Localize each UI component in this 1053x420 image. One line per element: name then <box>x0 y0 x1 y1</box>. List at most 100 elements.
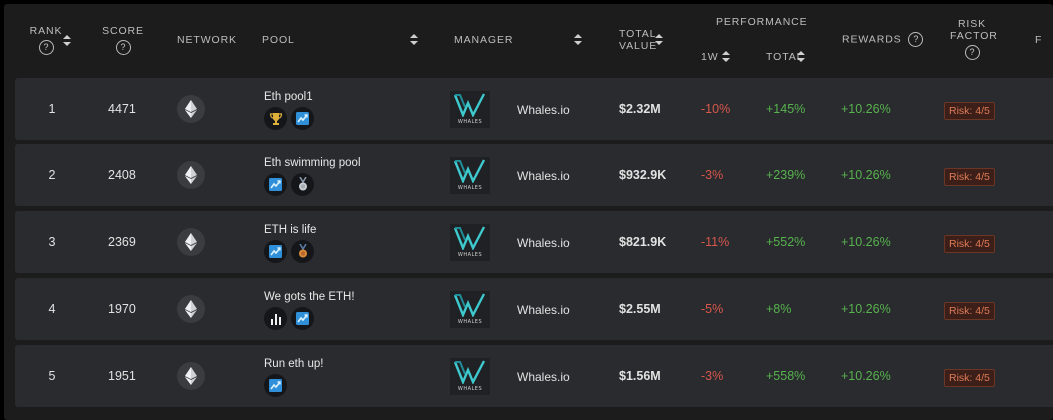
score-value: 4471 <box>108 102 136 116</box>
table-row[interactable]: 3 2369 ETH is life WHALES Whales.io $821… <box>15 211 1053 273</box>
pool-badges <box>264 374 287 397</box>
rank-value: 1 <box>48 102 56 116</box>
bronze-medal-icon <box>291 240 314 263</box>
pool-name[interactable]: Run eth up! <box>264 358 324 370</box>
performance-total: +558% <box>766 369 806 383</box>
pool-name[interactable]: We gots the ETH! <box>264 291 355 303</box>
header-rank-label: RANK <box>29 25 63 37</box>
chart-up-icon <box>264 173 287 196</box>
header-performance: PERFORMANCE <box>716 16 808 28</box>
manager-name[interactable]: Whales.io <box>517 236 570 250</box>
total-value: $821.9K <box>619 235 667 249</box>
score-help-icon[interactable]: ? <box>115 40 131 55</box>
table-row[interactable]: 1 4471 Eth pool1 WHALES Whales.io $2.32M… <box>15 78 1053 140</box>
rank-help-icon[interactable]: ? <box>38 40 54 55</box>
total-value: $932.9K <box>619 168 667 182</box>
manager-logo-text: WHALES <box>457 119 483 125</box>
pools-table: RANK ? SCORE ? NETWORK POOL MANAGER TOTA… <box>4 4 1053 420</box>
rank-value: 4 <box>48 302 56 316</box>
score-value: 1951 <box>108 369 136 383</box>
rewards-value: +10.26% <box>841 302 891 316</box>
header-total[interactable]: TOTAL <box>766 51 804 63</box>
risk-badge: Risk: 4/5 <box>944 168 995 186</box>
manager-name[interactable]: Whales.io <box>517 103 570 117</box>
ethereum-icon <box>177 161 205 189</box>
rewards-help-icon[interactable]: ? <box>908 32 924 47</box>
performance-1w: -3% <box>701 168 724 182</box>
manager-name[interactable]: Whales.io <box>517 370 570 384</box>
pool-name[interactable]: Eth swimming pool <box>264 157 361 169</box>
manager-name[interactable]: Whales.io <box>517 303 570 317</box>
total-value: $2.32M <box>619 102 661 116</box>
manager-logo: WHALES <box>450 358 490 395</box>
pool-badges <box>264 107 314 130</box>
risk-badge: Risk: 4/5 <box>944 235 995 253</box>
header-total-value-line2: VALUE <box>619 40 658 52</box>
manager-sort-icon[interactable] <box>574 34 582 45</box>
header-rank[interactable]: RANK ? <box>28 25 64 55</box>
rewards-value: +10.26% <box>841 102 891 116</box>
manager-logo-text: WHALES <box>457 319 483 325</box>
chart-up-icon <box>291 307 314 330</box>
header-score[interactable]: SCORE ? <box>101 25 145 55</box>
header-total-value-line1: TOTAL <box>619 28 657 40</box>
chart-up-icon <box>264 240 287 263</box>
trophy-icon <box>264 107 287 130</box>
total-value-sort-icon[interactable] <box>655 34 663 45</box>
pool-name[interactable]: ETH is life <box>264 224 317 236</box>
manager-logo: WHALES <box>450 91 490 128</box>
rewards-value: +10.26% <box>841 369 891 383</box>
header-rewards: REWARDS ? <box>842 32 924 47</box>
performance-total: +8% <box>766 302 792 316</box>
manager-logo: WHALES <box>450 157 490 194</box>
performance-1w: -5% <box>701 302 724 316</box>
header-network: NETWORK <box>177 34 237 46</box>
risk-badge: Risk: 4/5 <box>944 102 995 120</box>
performance-1w: -10% <box>701 102 731 116</box>
header-pool[interactable]: POOL <box>262 34 295 46</box>
rewards-value: +10.26% <box>841 235 891 249</box>
pool-sort-icon[interactable] <box>410 34 418 45</box>
rank-value: 3 <box>48 235 56 249</box>
chart-up-icon <box>264 374 287 397</box>
performance-1w: -11% <box>701 235 730 249</box>
header-total-value[interactable]: TOTAL VALUE <box>619 28 657 52</box>
manager-name[interactable]: Whales.io <box>517 169 570 183</box>
score-value: 1970 <box>108 302 136 316</box>
pool-badges <box>264 307 314 330</box>
performance-total: +552% <box>766 235 806 249</box>
header-rewards-label: REWARDS <box>842 33 902 46</box>
performance-total: +239% <box>766 168 806 182</box>
manager-logo-text: WHALES <box>457 185 483 191</box>
manager-logo: WHALES <box>450 291 490 328</box>
risk-help-icon[interactable]: ? <box>964 45 980 60</box>
manager-logo: WHALES <box>450 224 490 261</box>
table-row[interactable]: 5 1951 Run eth up! WHALES Whales.io $1.5… <box>15 345 1053 407</box>
header-1w[interactable]: 1W <box>701 51 719 63</box>
table-row[interactable]: 2 2408 Eth swimming pool WHALES Whales.i… <box>15 144 1053 206</box>
score-value: 2369 <box>108 235 136 249</box>
header-manager[interactable]: MANAGER <box>454 34 514 46</box>
1w-sort-icon[interactable] <box>722 51 730 62</box>
silver-medal-icon <box>291 173 314 196</box>
performance-1w: -3% <box>701 369 724 383</box>
risk-badge: Risk: 4/5 <box>944 369 995 387</box>
ethereum-icon <box>177 228 205 256</box>
manager-logo-text: WHALES <box>457 252 483 258</box>
rank-value: 2 <box>48 168 56 182</box>
header-overflow-column: F <box>1035 34 1043 46</box>
rank-value: 5 <box>48 369 56 383</box>
pool-name[interactable]: Eth pool1 <box>264 91 313 103</box>
rank-sort-icon[interactable] <box>63 35 71 46</box>
chart-up-icon <box>291 107 314 130</box>
manager-logo-text: WHALES <box>457 386 483 392</box>
bar-chart-icon <box>264 307 287 330</box>
ethereum-icon <box>177 362 205 390</box>
table-row[interactable]: 4 1970 We gots the ETH! WHALES Whales.io… <box>15 278 1053 340</box>
header-score-label: SCORE <box>102 25 144 37</box>
total-value: $2.55M <box>619 302 661 316</box>
total-sort-icon[interactable] <box>797 51 805 62</box>
rewards-value: +10.26% <box>841 168 891 182</box>
ethereum-icon <box>177 295 205 323</box>
risk-badge: Risk: 4/5 <box>944 302 995 320</box>
